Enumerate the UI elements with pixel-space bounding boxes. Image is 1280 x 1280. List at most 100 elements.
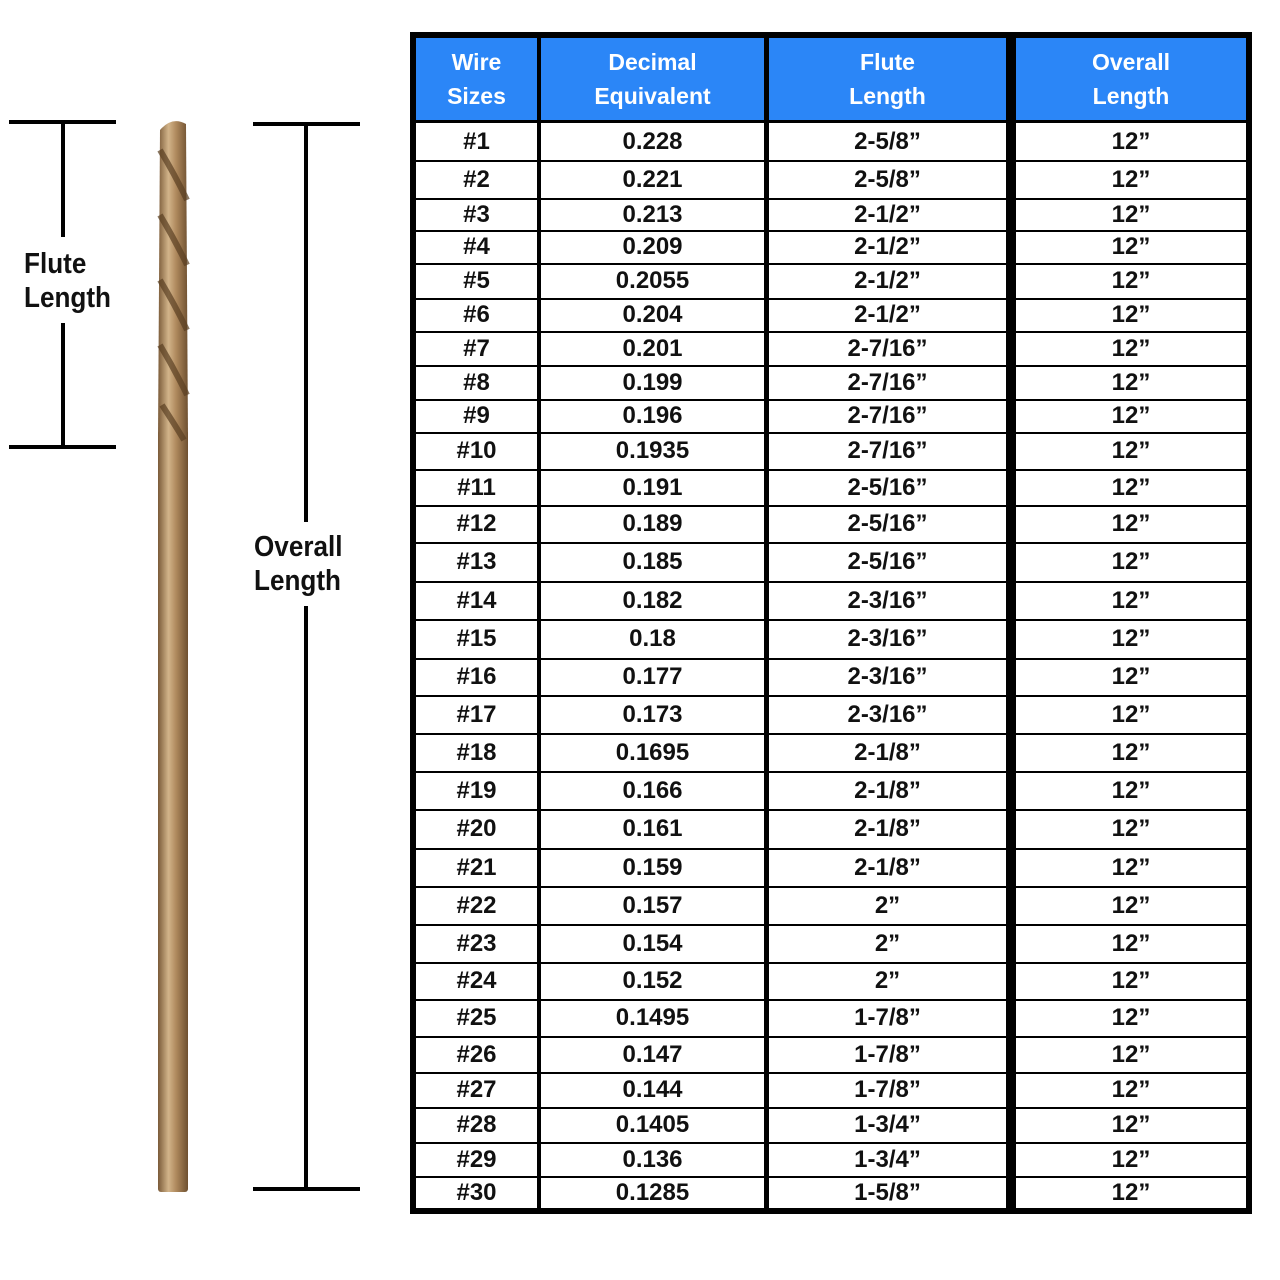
cell-flute-length: 2-1/8”	[769, 810, 1006, 848]
cell-decimal-equivalent: 0.2055	[541, 264, 764, 298]
cell-decimal-equivalent: 0.147	[541, 1037, 764, 1072]
cell-decimal-equivalent: 0.209	[541, 231, 764, 263]
cell-decimal-equivalent: 0.199	[541, 366, 764, 399]
cell-overall-length: 12”	[1016, 199, 1246, 230]
cell-overall-length: 12”	[1016, 264, 1246, 298]
overall-length-label: Overall Length	[254, 530, 343, 598]
overall-length-dimension	[253, 122, 360, 1191]
cell-wire-size: #17	[416, 696, 537, 733]
cell-flute-length: 2-5/16”	[769, 543, 1006, 581]
cell-overall-length: 12”	[1016, 734, 1246, 771]
cell-flute-length: 2-1/8”	[769, 849, 1006, 886]
cell-flute-length: 2”	[769, 963, 1006, 999]
flute-length-dimension	[9, 120, 116, 449]
cell-decimal-equivalent: 0.204	[541, 299, 764, 331]
cell-flute-length: 2-3/16”	[769, 696, 1006, 733]
cell-decimal-equivalent: 0.159	[541, 849, 764, 886]
cell-decimal-equivalent: 0.189	[541, 506, 764, 542]
cell-decimal-equivalent: 0.144	[541, 1073, 764, 1107]
cell-overall-length: 12”	[1016, 1108, 1246, 1142]
cell-overall-length: 12”	[1016, 659, 1246, 695]
wire-size-table: Wire Sizes Decimal Equivalent Flute Length…	[410, 32, 1252, 1214]
cell-overall-length: 12”	[1016, 433, 1246, 469]
cell-overall-length: 12”	[1016, 1177, 1246, 1208]
cell-flute-length: 2-5/16”	[769, 470, 1006, 505]
cell-flute-length: 2-1/8”	[769, 772, 1006, 809]
cell-wire-size: #13	[416, 543, 537, 581]
cell-flute-length: 2-1/2”	[769, 264, 1006, 298]
cell-decimal-equivalent: 0.157	[541, 887, 764, 924]
cell-flute-length: 2-3/16”	[769, 582, 1006, 619]
cell-flute-length: 2-5/8”	[769, 161, 1006, 198]
cell-flute-length: 2-3/16”	[769, 659, 1006, 695]
cell-decimal-equivalent: 0.1495	[541, 1000, 764, 1036]
cell-flute-length: 2-7/16”	[769, 332, 1006, 365]
cell-overall-length: 12”	[1016, 963, 1246, 999]
cell-wire-size: #7	[416, 332, 537, 365]
cell-decimal-equivalent: 0.221	[541, 161, 764, 198]
column-header-wire-size: Wire Sizes	[416, 38, 537, 120]
flute-length-label: Flute Length	[24, 247, 111, 315]
cell-flute-length: 2”	[769, 925, 1006, 962]
cell-overall-length: 12”	[1016, 299, 1246, 331]
cell-flute-length: 1-7/8”	[769, 1037, 1006, 1072]
cell-flute-length: 2-1/8”	[769, 734, 1006, 771]
cell-flute-length: 1-7/8”	[769, 1073, 1006, 1107]
cell-overall-length: 12”	[1016, 1037, 1246, 1072]
cell-wire-size: #22	[416, 887, 537, 924]
cell-wire-size: #30	[416, 1177, 537, 1208]
cell-flute-length: 2-7/16”	[769, 433, 1006, 469]
cell-wire-size: #10	[416, 433, 537, 469]
cell-flute-length: 2-1/2”	[769, 199, 1006, 230]
cell-overall-length: 12”	[1016, 543, 1246, 581]
cell-overall-length: 12”	[1016, 810, 1246, 848]
cell-overall-length: 12”	[1016, 231, 1246, 263]
cell-wire-size: #15	[416, 620, 537, 658]
cell-flute-length: 2”	[769, 887, 1006, 924]
cell-flute-length: 2-1/2”	[769, 299, 1006, 331]
cell-decimal-equivalent: 0.1285	[541, 1177, 764, 1208]
drill-bit-image	[9, 120, 360, 1192]
cell-decimal-equivalent: 0.166	[541, 772, 764, 809]
cell-overall-length: 12”	[1016, 332, 1246, 365]
cell-decimal-equivalent: 0.1935	[541, 433, 764, 469]
cell-wire-size: #9	[416, 400, 537, 432]
cell-wire-size: #20	[416, 810, 537, 848]
cell-wire-size: #23	[416, 925, 537, 962]
cell-wire-size: #28	[416, 1108, 537, 1142]
cell-flute-length: 1-7/8”	[769, 1000, 1006, 1036]
cell-decimal-equivalent: 0.1405	[541, 1108, 764, 1142]
cell-overall-length: 12”	[1016, 772, 1246, 809]
cell-decimal-equivalent: 0.196	[541, 400, 764, 432]
cell-wire-size: #18	[416, 734, 537, 771]
cell-overall-length: 12”	[1016, 1000, 1246, 1036]
column-header-overall-length: Overall Length	[1016, 38, 1246, 120]
cell-overall-length: 12”	[1016, 887, 1246, 924]
cell-wire-size: #27	[416, 1073, 537, 1107]
cell-flute-length: 1-3/4”	[769, 1143, 1006, 1176]
cell-overall-length: 12”	[1016, 582, 1246, 619]
cell-overall-length: 12”	[1016, 1143, 1246, 1176]
cell-overall-length: 12”	[1016, 366, 1246, 399]
cell-wire-size: #2	[416, 161, 537, 198]
cell-decimal-equivalent: 0.152	[541, 963, 764, 999]
cell-wire-size: #3	[416, 199, 537, 230]
cell-overall-length: 12”	[1016, 925, 1246, 962]
cell-wire-size: #11	[416, 470, 537, 505]
cell-decimal-equivalent: 0.173	[541, 696, 764, 733]
cell-wire-size: #26	[416, 1037, 537, 1072]
cell-overall-length: 12”	[1016, 1073, 1246, 1107]
cell-wire-size: #24	[416, 963, 537, 999]
cell-wire-size: #25	[416, 1000, 537, 1036]
cell-decimal-equivalent: 0.201	[541, 332, 764, 365]
cell-overall-length: 12”	[1016, 161, 1246, 198]
cell-decimal-equivalent: 0.185	[541, 543, 764, 581]
cell-overall-length: 12”	[1016, 620, 1246, 658]
flute-spiral	[157, 148, 190, 442]
cell-overall-length: 12”	[1016, 849, 1246, 886]
cell-flute-length: 2-3/16”	[769, 620, 1006, 658]
cell-flute-length: 2-5/8”	[769, 123, 1006, 160]
cell-wire-size: #8	[416, 366, 537, 399]
cell-decimal-equivalent: 0.213	[541, 199, 764, 230]
cell-flute-length: 1-3/4”	[769, 1108, 1006, 1142]
